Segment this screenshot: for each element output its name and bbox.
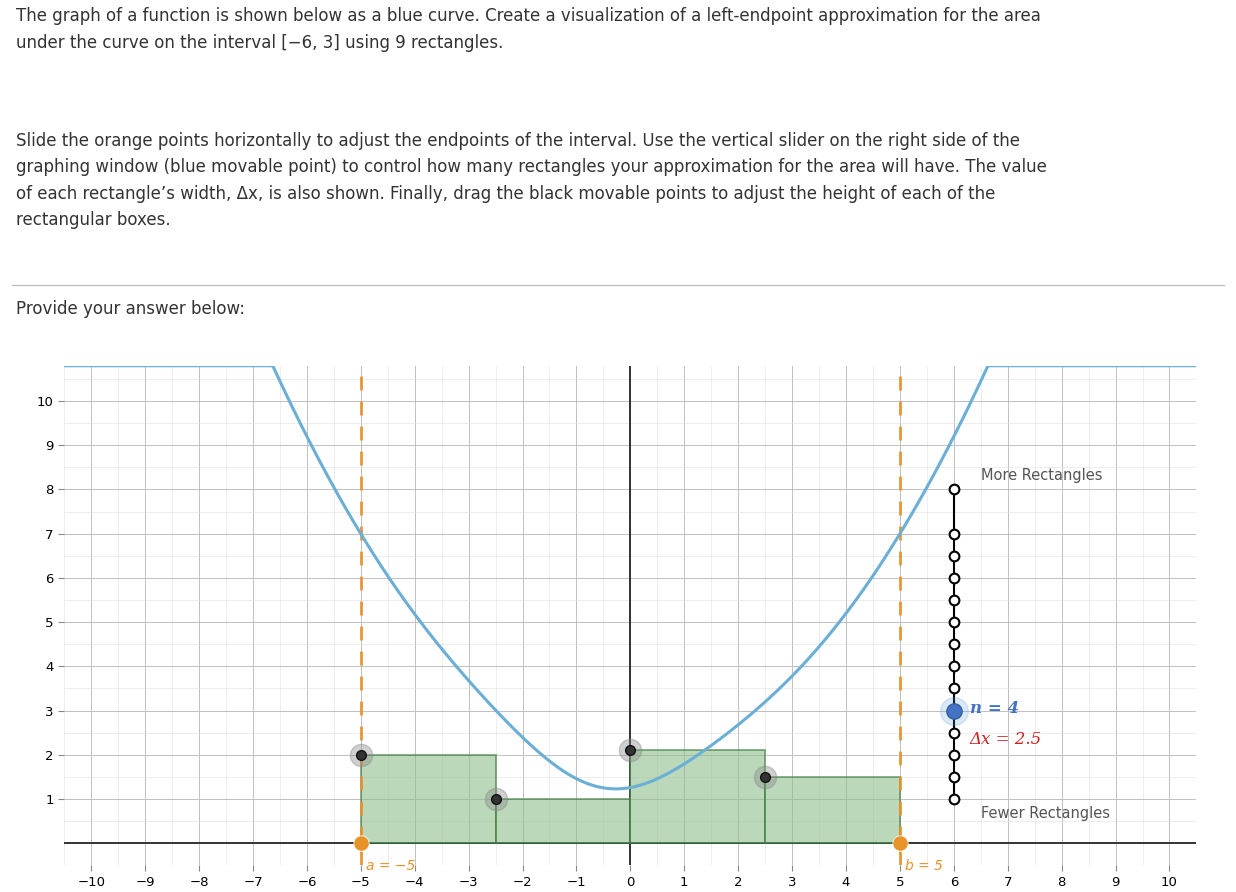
Text: a = −5: a = −5 — [366, 859, 415, 872]
Bar — [496, 799, 630, 843]
Text: Δx = 2.5: Δx = 2.5 — [970, 731, 1042, 747]
Text: The graph of a function is shown below as a blue curve. Create a visualization o: The graph of a function is shown below a… — [16, 7, 1041, 52]
Text: Provide your answer below:: Provide your answer below: — [16, 300, 245, 318]
Bar — [765, 777, 900, 843]
Bar — [630, 750, 765, 843]
Text: Slide the orange points horizontally to adjust the endpoints of the interval. Us: Slide the orange points horizontally to … — [16, 132, 1047, 229]
Text: b = 5: b = 5 — [905, 859, 943, 872]
Text: More Rectangles: More Rectangles — [981, 468, 1103, 483]
Text: n = 4: n = 4 — [970, 700, 1020, 717]
Bar — [361, 755, 496, 843]
Text: Fewer Rectangles: Fewer Rectangles — [981, 805, 1110, 821]
